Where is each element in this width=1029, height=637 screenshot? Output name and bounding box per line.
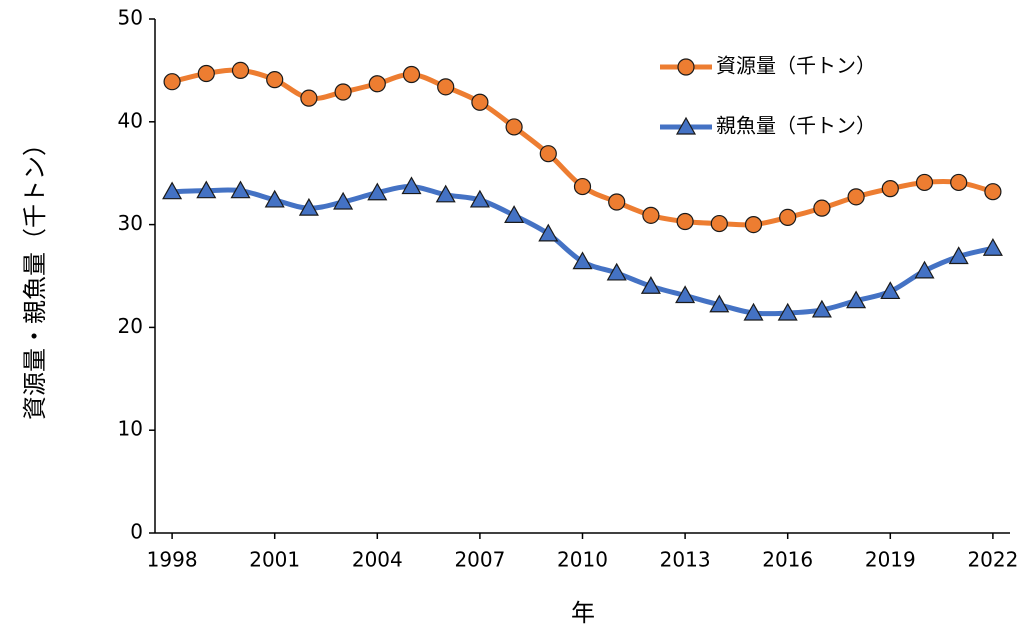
y-tick-label: 30 (118, 211, 143, 235)
x-axis-label: 年 (571, 599, 595, 627)
marker (950, 173, 968, 192)
marker (606, 262, 627, 281)
marker (231, 61, 250, 80)
marker (230, 180, 251, 199)
series-line (172, 184, 994, 317)
marker (984, 183, 1002, 201)
marker (914, 260, 935, 279)
marker (538, 223, 559, 242)
marker (163, 73, 181, 91)
x-tick-label: 2001 (249, 548, 300, 572)
y-tick-label: 50 (118, 6, 143, 30)
x-tick-label: 2004 (352, 548, 403, 572)
marker (846, 290, 867, 309)
marker (777, 302, 798, 321)
marker (642, 206, 660, 224)
marker (813, 199, 831, 217)
x-tick-label: 2013 (660, 548, 711, 572)
marker (435, 184, 456, 203)
x-tick-label: 2022 (967, 548, 1018, 572)
marker (881, 180, 899, 198)
marker (402, 65, 421, 84)
marker (539, 145, 557, 163)
marker (196, 180, 217, 199)
marker (367, 182, 388, 201)
marker (197, 64, 215, 83)
marker (948, 246, 969, 265)
marker (572, 251, 593, 270)
marker (504, 205, 525, 223)
x-tick-label: 2007 (454, 548, 505, 572)
marker (505, 118, 523, 136)
marker (334, 83, 352, 101)
series-line (171, 67, 994, 228)
y-axis-label: 資源量・親魚量（千トン） (21, 132, 49, 420)
x-tick-label: 2016 (762, 548, 813, 572)
marker (437, 78, 455, 96)
marker (676, 212, 694, 231)
x-tick-label: 2010 (557, 548, 608, 572)
y-tick-label: 10 (118, 417, 143, 441)
marker (300, 89, 318, 107)
marker (264, 189, 285, 208)
marker (675, 285, 696, 304)
y-tick-label: 40 (118, 108, 143, 132)
marker (811, 299, 832, 318)
legend-label: 親魚量（千トン） (716, 114, 876, 138)
y-tick-label: 20 (118, 314, 143, 338)
legend-label: 資源量（千トン） (716, 54, 876, 78)
marker (162, 181, 183, 200)
marker (982, 238, 1003, 256)
marker (710, 214, 728, 233)
marker (608, 193, 626, 211)
marker (401, 176, 422, 195)
marker (915, 173, 934, 192)
marker (640, 276, 661, 294)
legend-marker (675, 116, 697, 135)
marker (573, 177, 592, 196)
legend-marker (677, 58, 695, 76)
marker (847, 188, 865, 206)
marker (368, 75, 386, 93)
marker (743, 302, 764, 321)
marker (266, 71, 284, 89)
marker (709, 294, 730, 313)
marker (779, 208, 797, 227)
marker (471, 93, 489, 111)
x-tick-label: 2019 (865, 548, 916, 572)
marker (880, 281, 901, 300)
marker (298, 197, 319, 216)
marker (469, 189, 490, 208)
y-tick-label: 0 (130, 520, 143, 544)
marker (333, 191, 354, 210)
x-tick-label: 1998 (147, 548, 198, 572)
marker (744, 216, 763, 234)
